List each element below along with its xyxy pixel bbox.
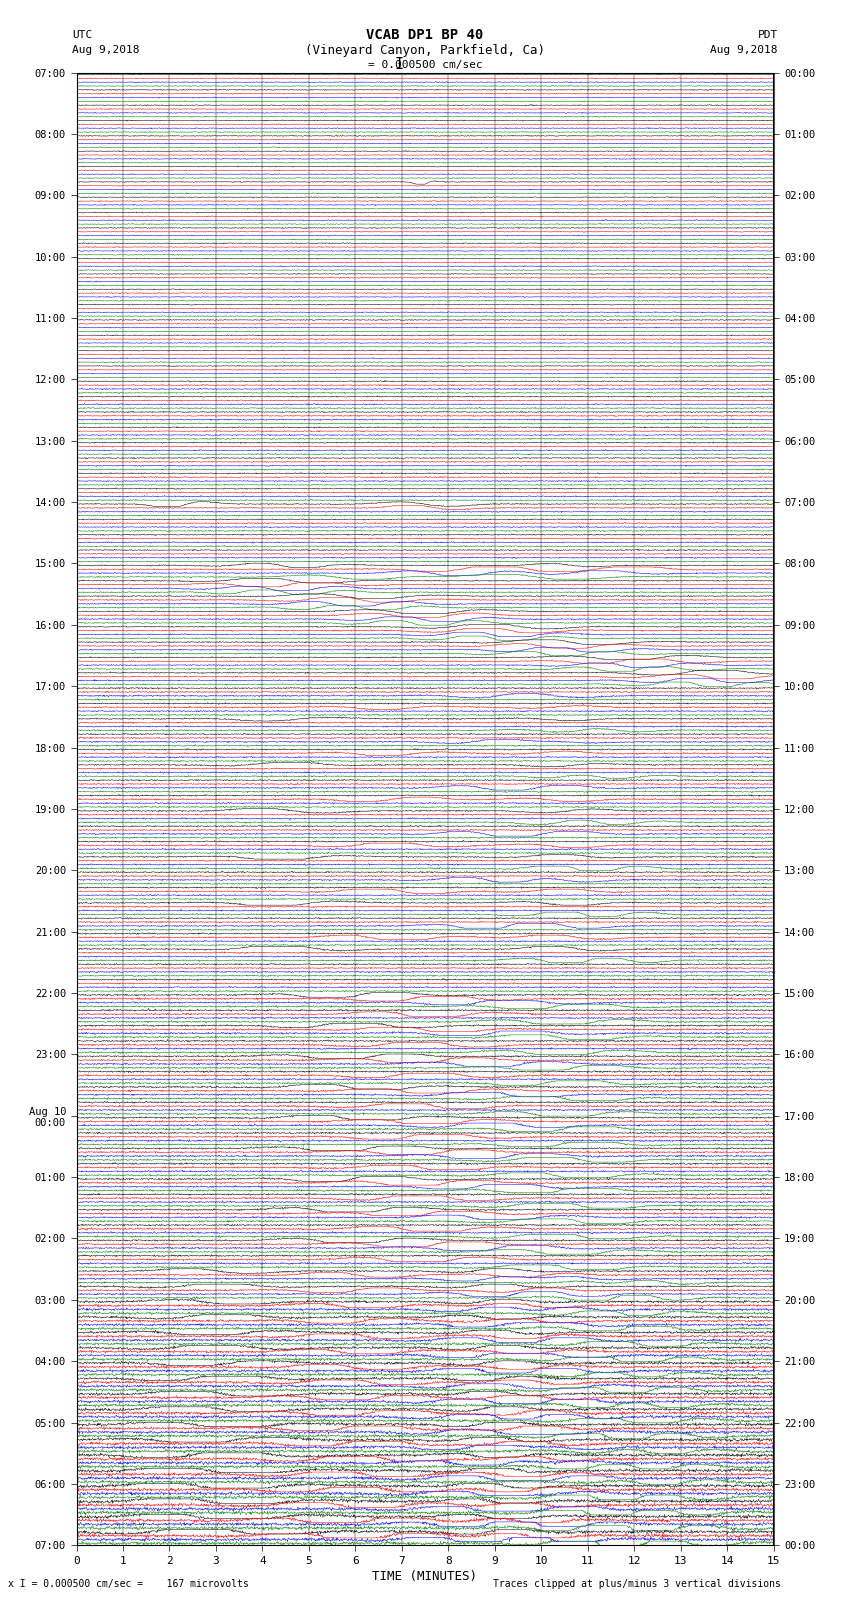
Text: Aug 9,2018: Aug 9,2018 xyxy=(72,45,139,55)
Text: UTC: UTC xyxy=(72,31,93,40)
X-axis label: TIME (MINUTES): TIME (MINUTES) xyxy=(372,1569,478,1582)
Text: Traces clipped at plus/minus 3 vertical divisions: Traces clipped at plus/minus 3 vertical … xyxy=(493,1579,781,1589)
Text: = 0.000500 cm/sec: = 0.000500 cm/sec xyxy=(367,60,483,69)
Text: PDT: PDT xyxy=(757,31,778,40)
Text: (Vineyard Canyon, Parkfield, Ca): (Vineyard Canyon, Parkfield, Ca) xyxy=(305,44,545,56)
Text: VCAB DP1 BP 40: VCAB DP1 BP 40 xyxy=(366,29,484,42)
Text: Aug 9,2018: Aug 9,2018 xyxy=(711,45,778,55)
Text: I: I xyxy=(395,56,404,73)
Text: x I = 0.000500 cm/sec =    167 microvolts: x I = 0.000500 cm/sec = 167 microvolts xyxy=(8,1579,249,1589)
